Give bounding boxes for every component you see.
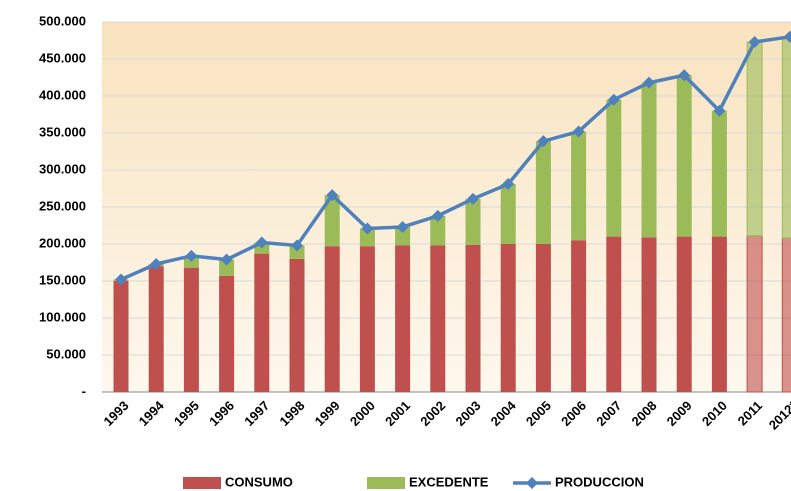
legend-label: PRODUCCION [555, 474, 644, 489]
x-tick-label: 2007 [593, 398, 624, 429]
line-marker [361, 222, 374, 235]
bar-segment [359, 246, 375, 392]
bar-segment [289, 245, 305, 259]
bar-segment [395, 226, 411, 246]
line-marker [431, 209, 444, 222]
bar-segment [500, 244, 516, 392]
y-tick-label: 50.000 [46, 346, 86, 361]
bar-segment [746, 41, 763, 237]
x-tick-label: 1993 [100, 398, 131, 429]
x-tick-label: 2006 [558, 398, 589, 429]
line-marker [607, 93, 620, 106]
line-marker [255, 236, 268, 249]
bar-segment [711, 236, 727, 392]
y-tick-label: 250.000 [39, 198, 86, 213]
x-tick-label: 1998 [276, 398, 307, 429]
y-tick-label: 150.000 [39, 272, 86, 287]
bar-segment [254, 253, 270, 392]
line-marker [537, 135, 550, 148]
line-marker [115, 273, 127, 286]
y-tick-label: 350.000 [39, 124, 86, 139]
x-tick-label: 2010 [699, 398, 730, 429]
bar-segment [746, 235, 763, 393]
y-tick-label: 200.000 [39, 235, 86, 250]
x-tick-label: 2012* [766, 397, 791, 432]
y-tick-label: 400.000 [39, 87, 86, 102]
bar-segment [359, 228, 375, 247]
bar-segment [641, 82, 657, 238]
bar-segment [781, 36, 791, 239]
x-tick-label: 1999 [312, 398, 343, 429]
y-tick-label: - [82, 383, 86, 398]
bar-segment [395, 245, 411, 392]
line-marker [713, 104, 726, 117]
x-tick-label: 2009 [664, 398, 695, 429]
line-marker [220, 253, 233, 266]
x-tick-label: 1994 [136, 397, 168, 429]
bar-segment [711, 110, 727, 237]
line-marker [643, 76, 655, 89]
y-tick-label: 500.000 [39, 13, 86, 28]
x-tick-label: 2001 [382, 398, 413, 429]
line [120, 35, 791, 282]
bar-segment [430, 245, 446, 392]
y-tick-label: 450.000 [39, 50, 86, 65]
bar-segment [535, 244, 551, 392]
line-marker [396, 220, 409, 233]
bar-segment [430, 215, 446, 246]
bar-segment [571, 131, 587, 241]
bar-segment [183, 267, 199, 392]
legend-swatch [183, 477, 221, 489]
bar-segment [500, 184, 516, 244]
bar-segment [219, 259, 235, 276]
line-marker [572, 125, 585, 138]
x-tick-label: 1997 [241, 398, 272, 429]
x-tick-label: 2003 [452, 398, 483, 429]
bar-segment [676, 236, 692, 392]
bar-segment [465, 244, 481, 392]
line-marker [467, 192, 479, 205]
bar-segment [676, 75, 692, 237]
line-marker [783, 30, 791, 43]
legend-marker [526, 477, 538, 489]
line-marker [185, 249, 198, 262]
x-tick-label: 2008 [628, 398, 659, 429]
bar-segment [113, 281, 129, 392]
y-tick-label: 300.000 [39, 161, 86, 176]
bar-segment [324, 195, 340, 247]
y-tick-label: 100.000 [39, 309, 86, 324]
bar-segment [148, 266, 164, 392]
bar-segment [324, 246, 340, 392]
bar-segment [641, 237, 657, 392]
x-tick-label: 1995 [171, 398, 202, 429]
x-tick-label: 2004 [488, 397, 520, 429]
bar-segment [219, 275, 235, 392]
bar-segment [606, 236, 622, 392]
line-marker [326, 189, 339, 202]
x-tick-label: 2011 [735, 398, 766, 429]
line-marker [291, 239, 303, 252]
bar-segment [781, 237, 791, 393]
bar-segment [606, 99, 622, 237]
legend-label: EXCEDENTE [409, 474, 489, 489]
x-tick-label: 1996 [206, 398, 237, 429]
x-tick-label: 2002 [417, 398, 448, 429]
line-marker [678, 69, 691, 82]
legend-label: CONSUMO [225, 474, 293, 489]
line-marker [502, 178, 515, 191]
line-marker [748, 35, 761, 48]
line-marker [150, 257, 163, 270]
bar-segment [571, 240, 587, 392]
legend-swatch [367, 477, 405, 489]
x-tick-label: 2005 [523, 398, 554, 429]
bar-segment [289, 258, 305, 392]
bar-segment [465, 198, 481, 245]
bar-segment [535, 141, 551, 244]
x-tick-label: 2000 [347, 398, 378, 429]
